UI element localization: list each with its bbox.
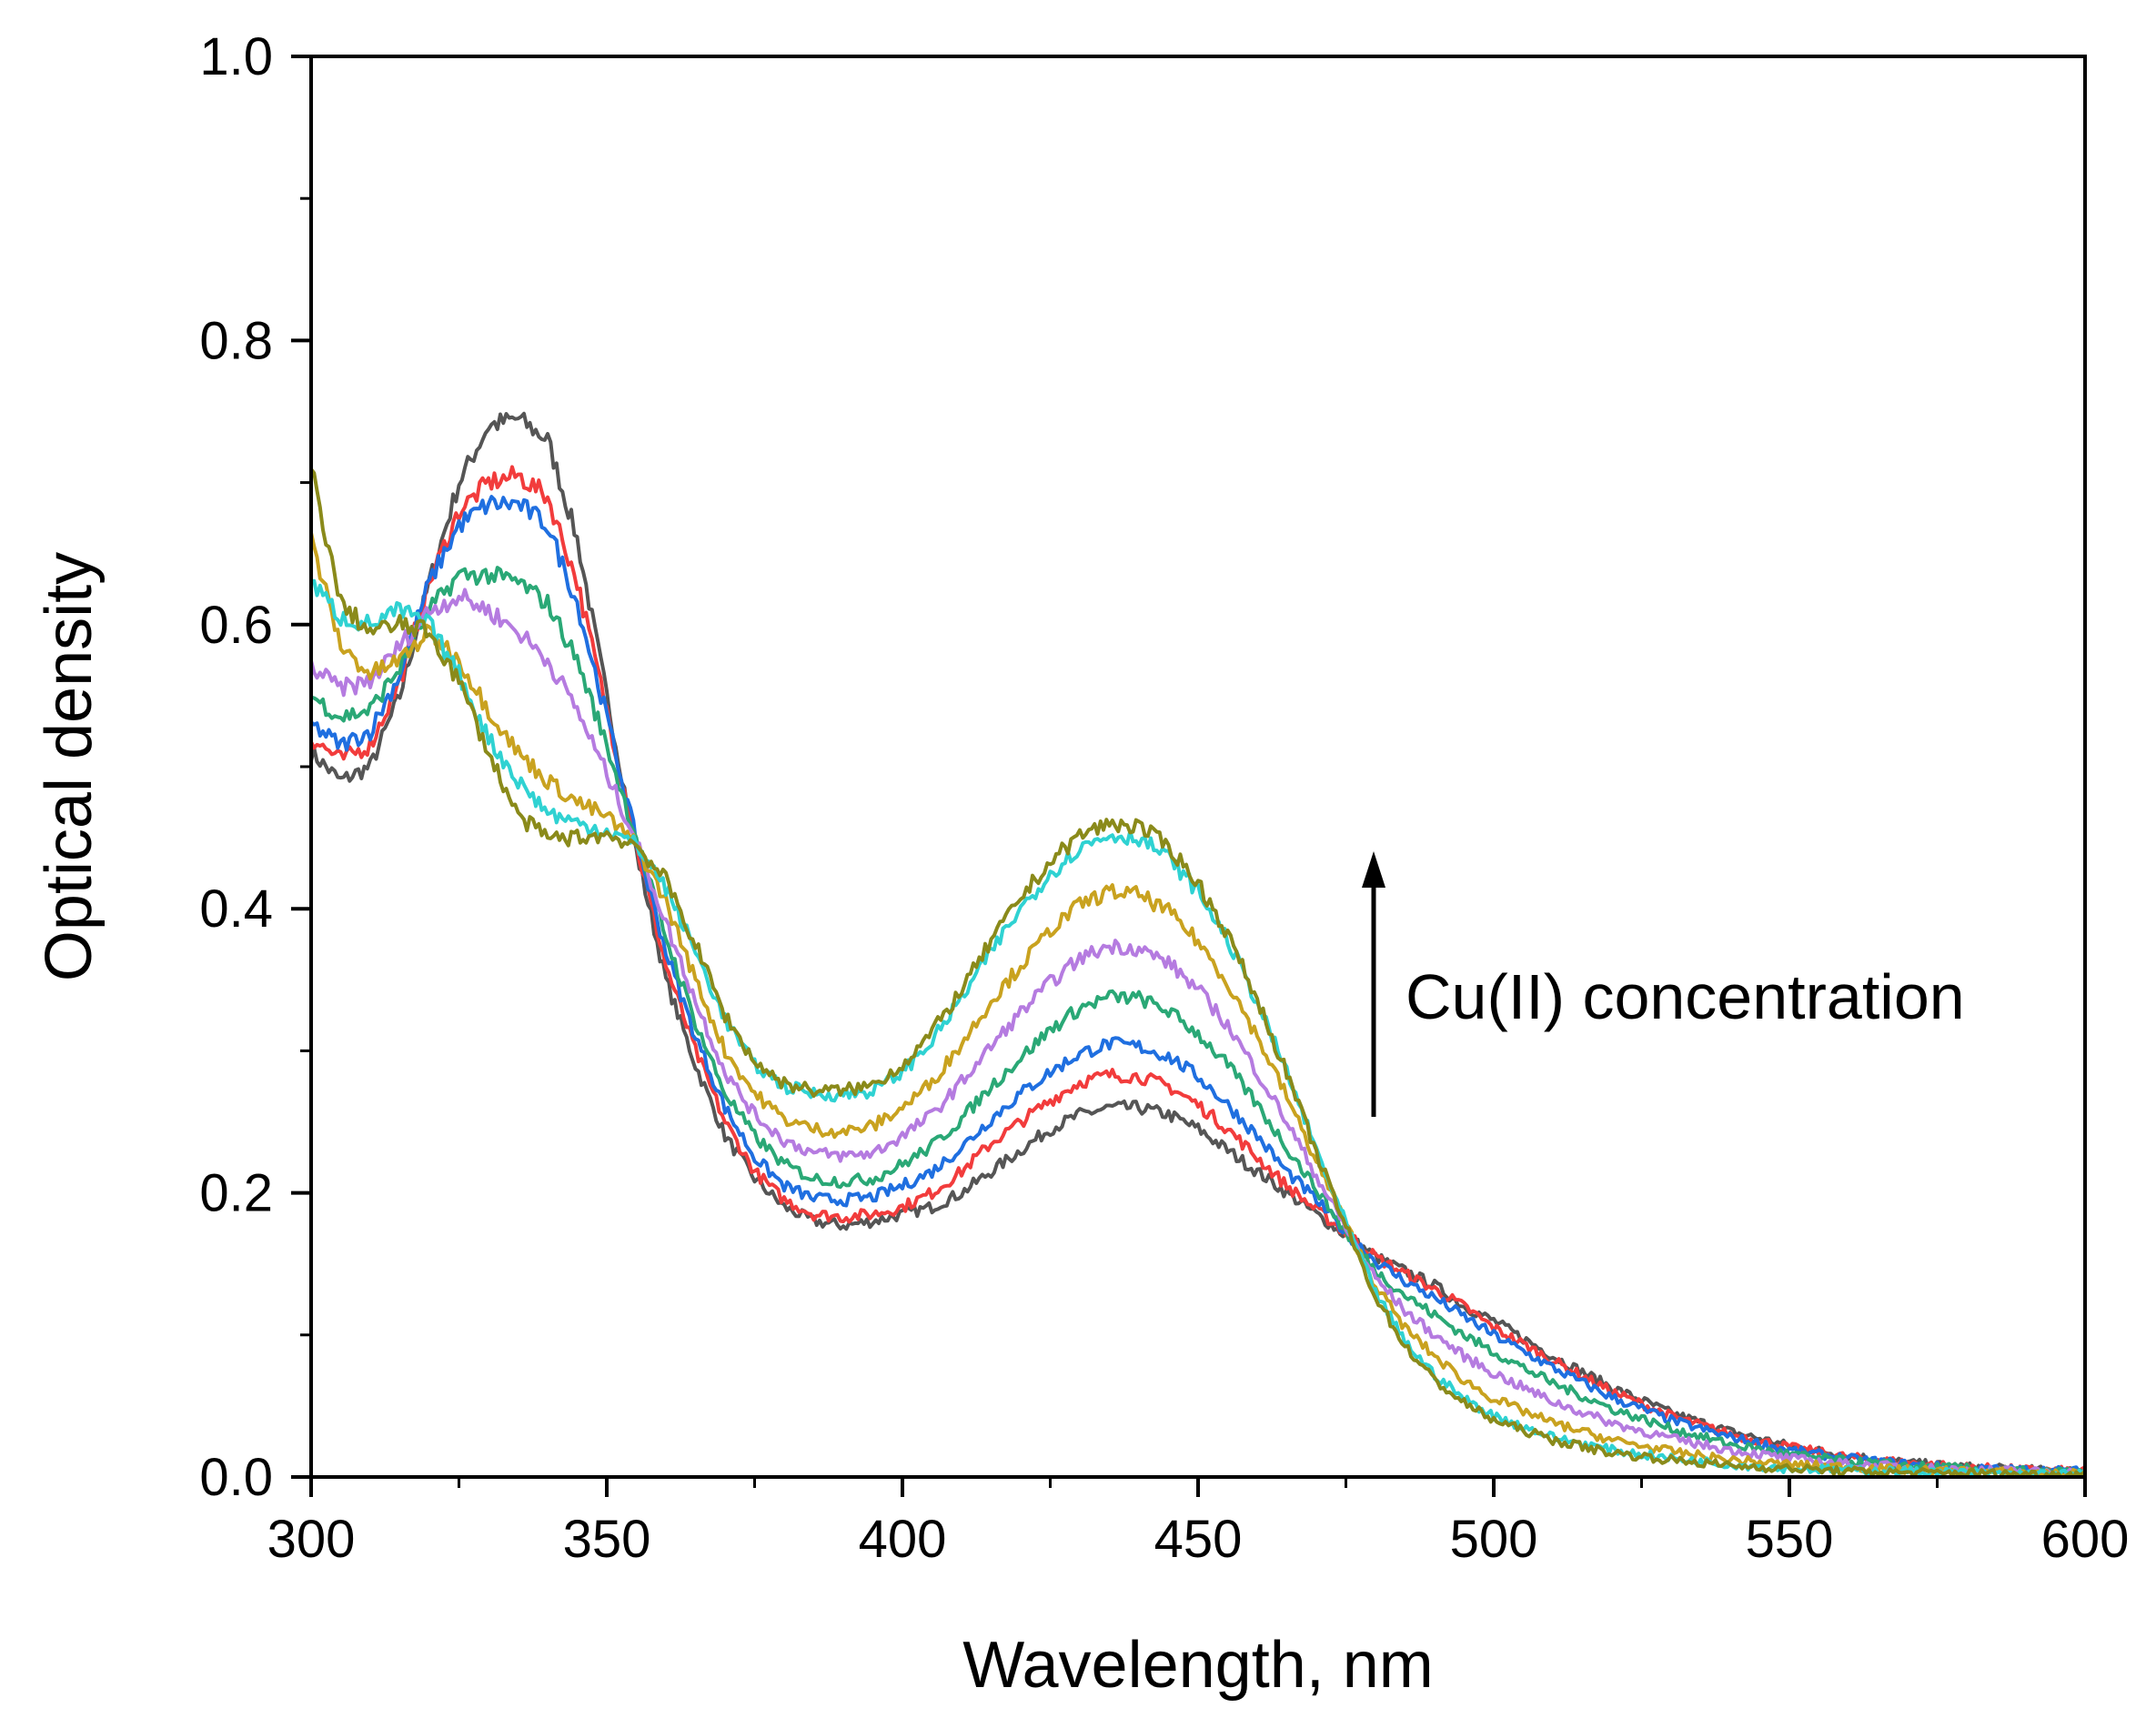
y-tick-label: 0.8 <box>199 311 273 370</box>
x-tick-label: 400 <box>859 1510 947 1569</box>
series-line-8 <box>311 467 2085 1477</box>
concentration-annotation: Cu(II) concentration <box>1362 851 1965 1117</box>
x-tick-label: 550 <box>1746 1510 1834 1569</box>
annotation-label: Cu(II) concentration <box>1405 961 1965 1032</box>
y-tick-label: 0.6 <box>199 596 273 655</box>
plot-frame <box>309 55 2087 1479</box>
x-tick-label: 300 <box>267 1510 356 1569</box>
series-line-4 <box>311 566 2085 1477</box>
series-line-6 <box>311 532 2085 1477</box>
y-tick-label: 0.2 <box>199 1164 273 1223</box>
x-tick-label: 450 <box>1154 1510 1243 1569</box>
y-tick-label: 0.4 <box>199 879 273 939</box>
x-tick-label: 600 <box>2041 1510 2130 1569</box>
y-tick-label: 0.0 <box>199 1448 273 1507</box>
y-tick-label: 1.0 <box>199 27 273 86</box>
axes-layer <box>291 55 2087 1497</box>
y-axis-title: Optical density <box>33 552 106 981</box>
x-tick-label: 500 <box>1450 1510 1538 1569</box>
arrow-up-icon <box>1362 851 1385 888</box>
x-axis-title: Wavelength, nm <box>962 1629 1434 1702</box>
series-layer <box>311 411 2085 1477</box>
x-tick-label: 350 <box>563 1510 651 1569</box>
series-line-3 <box>311 495 2085 1477</box>
series-line-5 <box>311 588 2085 1477</box>
labels-layer: 300 350 400 450 500 550 600 0.0 0.2 0.4 0.6 0.8 1.0 <box>199 27 2129 1569</box>
